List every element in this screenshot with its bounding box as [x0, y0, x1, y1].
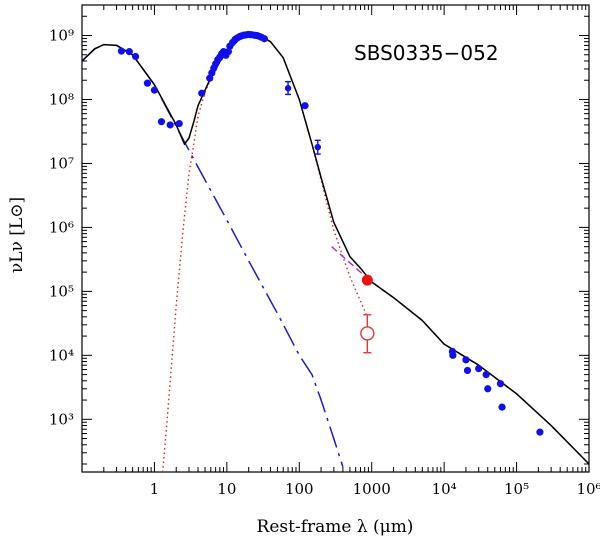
- tick-labels: 1 10 100 1000 10⁴ 10⁵ 10⁶ 10³ 10⁴ 10⁵ 10⁶ 10⁷ 10⁸ 10⁹: [49, 27, 600, 498]
- dust-curve: [162, 34, 368, 473]
- data-point: [132, 52, 140, 61]
- y-tick-label: 10⁵: [49, 282, 74, 300]
- x-tick-label: 100: [285, 480, 314, 498]
- data-point: [462, 356, 470, 364]
- model-curves: [81, 34, 590, 473]
- data-point: [150, 86, 159, 94]
- y-axis-title: νLν [L⊙]: [7, 197, 27, 273]
- x-tick-label: 1000: [353, 480, 391, 498]
- data-point: [198, 89, 206, 97]
- data-point: [143, 79, 152, 87]
- data-point: [301, 102, 309, 110]
- data-point: [498, 403, 506, 411]
- data-point: [449, 351, 457, 359]
- x-axis-title: Rest-frame λ (μm): [257, 517, 414, 537]
- y-tick-label: 10⁸: [49, 90, 74, 108]
- submm-open-point: [360, 326, 375, 341]
- stellar-curve: [81, 43, 344, 468]
- data-point: [125, 48, 133, 56]
- data-point: [166, 121, 174, 129]
- data-point: [482, 370, 490, 379]
- data-point: [260, 35, 269, 43]
- data-point: [224, 48, 232, 56]
- data-point: [284, 85, 292, 92]
- data-points: [117, 30, 544, 436]
- y-tick-label: 10⁷: [49, 154, 74, 172]
- axis-ticks: [81, 4, 589, 472]
- x-tick-label: 1: [150, 480, 160, 498]
- plot-frame: [81, 4, 590, 473]
- data-point: [475, 365, 483, 373]
- data-point: [496, 380, 505, 388]
- y-tick-label: 10⁹: [49, 27, 74, 45]
- y-tick-label: 10⁴: [49, 346, 74, 364]
- y-tick-label: 10³: [49, 410, 74, 428]
- data-point: [536, 428, 544, 436]
- x-tick-label: 10⁵: [504, 480, 529, 498]
- submm-detection-point: [361, 274, 373, 286]
- data-point: [463, 366, 472, 375]
- data-point: [175, 119, 183, 128]
- x-tick-label: 10⁴: [432, 480, 457, 498]
- data-point: [314, 143, 321, 151]
- x-tick-label: 10: [217, 480, 236, 498]
- chart-title: SBS0335−052: [354, 41, 499, 65]
- data-point: [117, 47, 126, 55]
- y-tick-label: 10⁶: [49, 218, 74, 236]
- data-point: [157, 118, 166, 126]
- x-tick-label: 10⁶: [576, 480, 600, 498]
- data-point: [484, 385, 492, 393]
